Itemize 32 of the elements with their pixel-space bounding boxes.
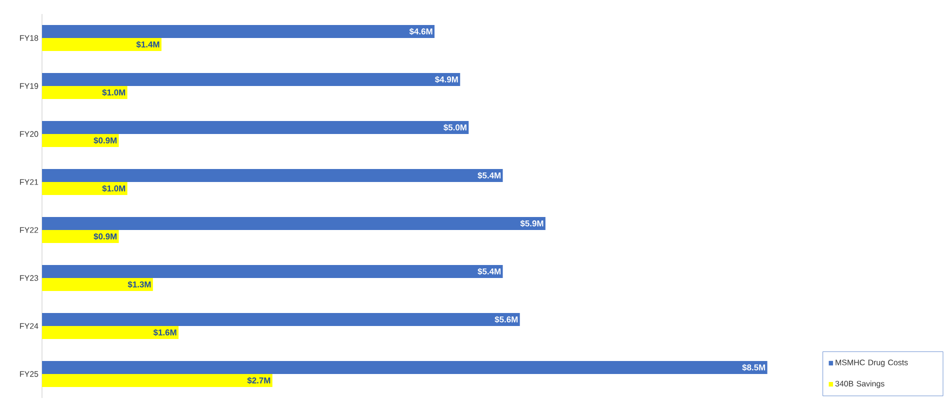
bar bbox=[42, 73, 460, 86]
bar bbox=[42, 313, 520, 326]
bar bbox=[42, 326, 179, 340]
data-label: $5.4M bbox=[478, 268, 501, 275]
data-label: $1.0M bbox=[102, 185, 126, 192]
bar bbox=[42, 217, 546, 230]
bar bbox=[42, 134, 119, 148]
bar bbox=[42, 374, 272, 388]
bar bbox=[42, 25, 435, 38]
bar bbox=[42, 121, 469, 134]
bar bbox=[42, 169, 503, 182]
data-label: $1.3M bbox=[128, 281, 151, 288]
bar bbox=[42, 230, 119, 244]
data-label: $1.0M bbox=[102, 89, 126, 96]
data-label: $8.5M bbox=[742, 364, 766, 371]
data-label: $4.9M bbox=[435, 76, 458, 83]
bar bbox=[42, 86, 128, 100]
bar bbox=[42, 182, 128, 196]
data-label: $4.6M bbox=[409, 28, 432, 35]
data-label: $5.4M bbox=[478, 172, 501, 179]
data-label: $0.9M bbox=[94, 137, 117, 144]
data-label: $1.4M bbox=[136, 41, 160, 48]
data-label: $5.6M bbox=[494, 316, 518, 323]
data-label: $2.7M bbox=[247, 377, 270, 384]
bar bbox=[42, 38, 162, 52]
data-label: $5.9M bbox=[520, 220, 544, 227]
bar bbox=[42, 278, 153, 292]
data-label: $0.9M bbox=[94, 233, 117, 240]
data-label: $5.0M bbox=[444, 124, 466, 131]
bar bbox=[42, 265, 503, 278]
data-label: $1.6M bbox=[153, 329, 176, 336]
bar bbox=[42, 361, 768, 374]
